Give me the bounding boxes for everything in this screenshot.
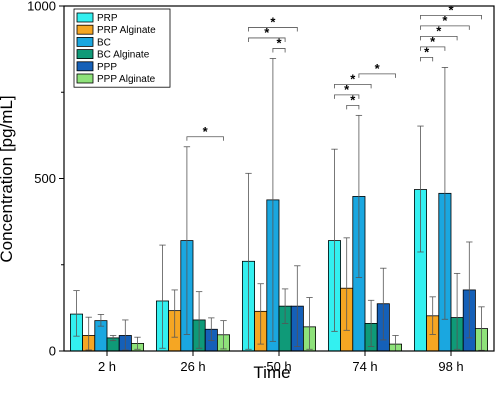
significance-marker: * — [264, 25, 270, 40]
legend-swatch — [76, 61, 94, 72]
significance-marker: * — [430, 34, 436, 49]
x-tick-label: 26 h — [180, 359, 205, 374]
legend-label: PPP — [97, 62, 117, 73]
significance-bracket — [186, 136, 224, 141]
x-tick-label: 74 h — [352, 359, 377, 374]
significance-marker: * — [276, 35, 282, 50]
significance-bracket — [420, 46, 446, 51]
significance-bracket — [334, 94, 360, 99]
axes: 0 500 1000 2 h 26 h 50 h 74 h 98 h — [27, 0, 495, 374]
significance-bracket — [420, 57, 434, 62]
significance-marker: * — [375, 61, 381, 76]
legend-label: PRP — [97, 13, 118, 24]
significance-marker: * — [203, 124, 209, 139]
significance-bracket — [248, 27, 298, 32]
y-tick-label: 0 — [49, 344, 56, 359]
significance-bracket — [248, 37, 286, 42]
significance-marker: * — [424, 44, 430, 59]
significance-marker: * — [448, 2, 454, 17]
legend-label: PPP Alginate — [97, 74, 156, 85]
y-tick-label: 500 — [34, 171, 56, 186]
significance-bracket — [420, 25, 470, 30]
legend-swatch — [76, 24, 94, 35]
y-tick-label: 1000 — [27, 0, 56, 14]
significance-marker: * — [436, 23, 442, 38]
significance-bracket — [420, 15, 482, 20]
significance-bracket — [334, 83, 372, 89]
significance-bracket — [346, 104, 360, 110]
legend-label: PRP Alginate — [97, 25, 156, 36]
significance-bracket — [358, 73, 396, 78]
legend-swatch — [76, 49, 94, 59]
x-tick-label: 50 h — [266, 359, 291, 374]
legend-swatch — [76, 12, 94, 23]
significance-marker: * — [270, 14, 276, 29]
legend-label: BC — [97, 37, 111, 48]
significance-marker: * — [350, 92, 356, 107]
significance-bracket — [420, 36, 458, 41]
legend-swatch — [76, 73, 94, 84]
significance-marker: * — [350, 71, 356, 86]
x-tick-label: 2 h — [98, 359, 116, 374]
legend-label: BC Alginate — [97, 50, 150, 61]
y-axis-title: Concentration [pg/mL] — [0, 95, 16, 262]
significance-marker: * — [344, 82, 350, 97]
significance-marker: * — [442, 13, 448, 28]
x-axis-title: Time — [253, 363, 290, 382]
significance-bracket — [272, 48, 286, 53]
legend-swatch — [76, 37, 94, 47]
x-tick-label: 98 h — [438, 359, 463, 374]
